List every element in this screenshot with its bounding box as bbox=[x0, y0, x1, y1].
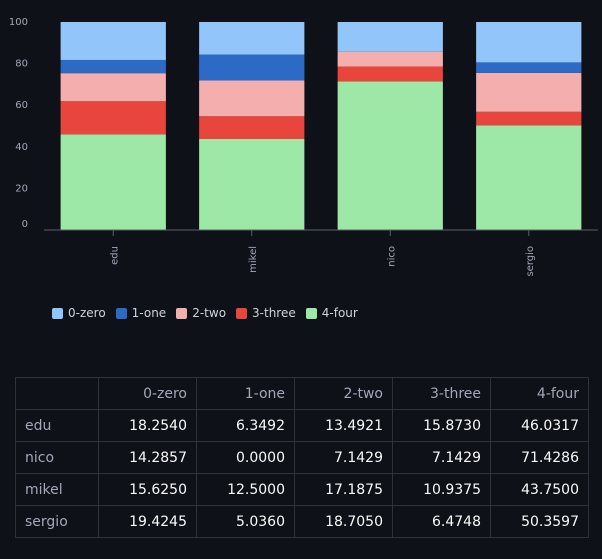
legend-label: 4-four bbox=[321, 306, 358, 320]
legend-item-0-zero[interactable]: 0-zero bbox=[52, 306, 106, 320]
data-table: 0-zero 1-one 2-two 3-three 4-four edu 18… bbox=[15, 377, 589, 538]
legend-swatch bbox=[236, 307, 248, 319]
y-tick-label: 40 bbox=[15, 142, 28, 153]
bar-segment-3-three[interactable] bbox=[337, 66, 443, 82]
table-cell: 7.1429 bbox=[392, 441, 491, 474]
chart-legend: 0-zero 1-one 2-two 3-three 4-four bbox=[52, 306, 358, 320]
legend-label: 1-one bbox=[131, 306, 167, 320]
table-cell: 17.1875 bbox=[294, 473, 393, 506]
legend-label: 3-three bbox=[252, 306, 296, 320]
column-header[interactable]: 3-three bbox=[392, 377, 491, 410]
row-label: sergio bbox=[15, 505, 99, 538]
table-row: edu 18.2540 6.3492 13.4921 15.8730 46.03… bbox=[15, 409, 589, 442]
table-cell: 46.0317 bbox=[490, 409, 589, 442]
table-cell: 7.1429 bbox=[294, 441, 393, 474]
table-cell: 10.9375 bbox=[392, 473, 491, 506]
y-tick-label: 60 bbox=[15, 100, 28, 111]
bar-segment-0-zero[interactable] bbox=[199, 22, 305, 55]
bar-segment-4-four[interactable] bbox=[60, 134, 166, 230]
table-cell: 71.4286 bbox=[490, 441, 589, 474]
legend-item-4-four[interactable]: 4-four bbox=[305, 306, 358, 320]
row-label: nico bbox=[15, 441, 99, 474]
bar-segment-2-two[interactable] bbox=[60, 73, 166, 102]
legend-label: 0-zero bbox=[68, 306, 106, 320]
table-cell: 6.4748 bbox=[392, 505, 491, 538]
bar-segment-0-zero[interactable] bbox=[60, 22, 166, 60]
table-cell: 14.2857 bbox=[98, 441, 197, 474]
column-header[interactable]: 4-four bbox=[490, 377, 589, 410]
bar-segment-1-one[interactable] bbox=[476, 62, 582, 73]
legend-label: 2-two bbox=[192, 306, 227, 320]
table-cell: 19.4245 bbox=[98, 505, 197, 538]
column-header[interactable]: 0-zero bbox=[98, 377, 197, 410]
table-row: mikel 15.6250 12.5000 17.1875 10.9375 43… bbox=[15, 473, 589, 506]
bar-segment-0-zero[interactable] bbox=[476, 22, 582, 63]
column-header[interactable]: 2-two bbox=[294, 377, 393, 410]
y-tick-label: 80 bbox=[15, 59, 28, 70]
stacked-bar-chart: 0 20 40 60 80 100 edu mikel nico sergio bbox=[9, 17, 598, 277]
bar-segment-1-one[interactable] bbox=[199, 54, 305, 81]
row-label: mikel bbox=[15, 473, 99, 506]
table-cell: 43.7500 bbox=[490, 473, 589, 506]
table-cell: 15.6250 bbox=[98, 473, 197, 506]
y-tick-label: 100 bbox=[9, 17, 28, 28]
table-cell: 50.3597 bbox=[490, 505, 589, 538]
bar-segment-3-three[interactable] bbox=[60, 101, 166, 135]
x-tick-label: mikel bbox=[248, 246, 259, 273]
legend-swatch bbox=[52, 307, 63, 319]
legend-swatch bbox=[115, 307, 127, 319]
x-tick-label: sergio bbox=[525, 246, 536, 277]
legend-item-3-three[interactable]: 3-three bbox=[236, 306, 296, 320]
legend-item-2-two[interactable]: 2-two bbox=[176, 306, 226, 320]
table-cell: 18.7050 bbox=[294, 505, 393, 538]
bar-segment-2-two[interactable] bbox=[337, 51, 443, 67]
x-tick-label: edu bbox=[109, 246, 120, 265]
bar-segment-1-one[interactable] bbox=[60, 59, 166, 74]
table-corner-cell bbox=[15, 377, 99, 410]
table-cell: 18.2540 bbox=[98, 409, 197, 442]
y-tick-label: 0 bbox=[22, 219, 28, 230]
y-tick-label: 20 bbox=[15, 183, 28, 194]
table-cell: 0.0000 bbox=[196, 441, 295, 474]
table-header-row: 0-zero 1-one 2-two 3-three 4-four bbox=[15, 377, 589, 410]
bar-segment-3-three[interactable] bbox=[199, 116, 305, 139]
table-cell: 12.5000 bbox=[196, 473, 295, 506]
row-label: edu bbox=[15, 409, 99, 442]
legend-item-1-one[interactable]: 1-one bbox=[115, 306, 167, 320]
table-row: sergio 19.4245 5.0360 18.7050 6.4748 50.… bbox=[15, 505, 589, 538]
bar-segment-4-four[interactable] bbox=[337, 81, 443, 230]
column-header[interactable]: 1-one bbox=[196, 377, 295, 410]
table-row: nico 14.2857 0.0000 7.1429 7.1429 71.428… bbox=[15, 441, 589, 474]
bar-segment-0-zero[interactable] bbox=[337, 21, 443, 52]
table-cell: 13.4921 bbox=[294, 409, 393, 442]
table-cell: 15.8730 bbox=[392, 409, 491, 442]
bar-segment-4-four[interactable] bbox=[199, 139, 305, 230]
bar-segment-2-two[interactable] bbox=[476, 72, 582, 112]
legend-swatch bbox=[176, 307, 188, 319]
bar-segment-4-four[interactable] bbox=[476, 125, 582, 230]
legend-swatch bbox=[305, 307, 317, 319]
x-tick-label: nico bbox=[386, 246, 397, 267]
bar-segment-3-three[interactable] bbox=[476, 111, 582, 126]
bar-segment-2-two[interactable] bbox=[199, 80, 305, 117]
table-cell: 6.3492 bbox=[196, 409, 295, 442]
table-cell: 5.0360 bbox=[196, 505, 295, 538]
